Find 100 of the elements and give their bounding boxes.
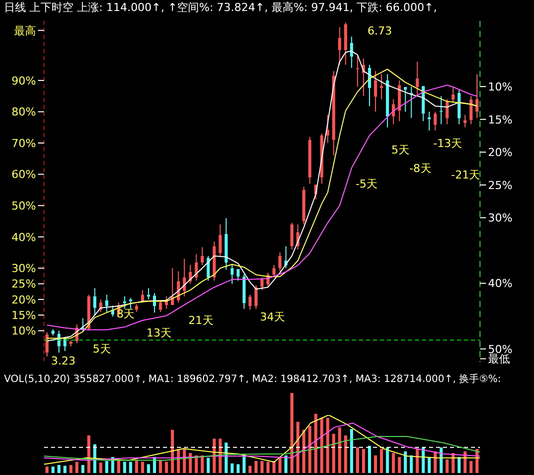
y-tick-label: 60% xyxy=(12,168,36,182)
bar xyxy=(164,462,168,473)
bar xyxy=(135,460,138,473)
candlestick xyxy=(434,111,437,131)
y-tick-label: 10% xyxy=(12,324,36,338)
y-tick-label: 20% xyxy=(12,293,36,306)
chart-title: 日线 上下时空 上涨: 114.000↑, ↑空间%: 73.824↑, 最高%: 97.941, 下跌: 66.000↑, xyxy=(3,0,438,15)
y2-tick-label: 20% xyxy=(488,146,512,160)
candlestick xyxy=(308,136,312,184)
bar xyxy=(147,464,150,473)
y2-tick-label: 15% xyxy=(488,113,512,126)
y-tick-label: 80% xyxy=(12,106,36,119)
candlestick xyxy=(350,36,354,68)
bar xyxy=(362,449,366,473)
candlestick xyxy=(380,74,383,100)
bar xyxy=(141,462,144,473)
candlestick xyxy=(398,80,401,122)
candlestick xyxy=(476,74,479,118)
candlestick xyxy=(230,264,234,284)
bar xyxy=(314,414,318,473)
candlestick xyxy=(356,54,360,88)
candlestick xyxy=(464,114,467,128)
bar xyxy=(296,422,300,473)
bar xyxy=(117,460,120,473)
bar xyxy=(338,427,342,473)
bar xyxy=(326,418,330,473)
y2-tick-label: 最低 xyxy=(488,352,510,366)
candlestick xyxy=(392,98,395,125)
candlestick xyxy=(458,89,461,125)
bar xyxy=(356,447,360,473)
y-tick-label: 50% xyxy=(12,199,36,212)
annotation: 8天 xyxy=(116,308,135,321)
candlestick xyxy=(147,288,150,300)
bar xyxy=(57,465,60,473)
y-tick-label: 40% xyxy=(12,230,36,244)
bar xyxy=(230,463,234,473)
bar xyxy=(350,429,354,473)
annotation: -21天 xyxy=(451,168,480,182)
annotation: -5天 xyxy=(356,178,378,191)
bar xyxy=(284,455,288,473)
bar xyxy=(290,393,294,473)
candlestick xyxy=(404,87,407,112)
bar xyxy=(392,453,395,473)
bar xyxy=(308,426,312,473)
bar xyxy=(123,462,126,473)
bar xyxy=(278,457,282,473)
candlestick xyxy=(69,340,72,347)
candlestick xyxy=(440,96,443,125)
annotation: 3.23 xyxy=(50,354,76,368)
bar xyxy=(374,455,377,473)
bar xyxy=(206,458,210,473)
bar xyxy=(452,453,455,473)
bar xyxy=(188,453,192,473)
bar xyxy=(458,457,461,473)
bar xyxy=(416,449,419,473)
bar xyxy=(380,449,383,473)
bar xyxy=(440,447,443,473)
annotation: 6.73 xyxy=(368,24,392,38)
bar xyxy=(254,461,258,473)
bar xyxy=(212,438,216,473)
bar xyxy=(428,457,431,473)
candlestick xyxy=(374,70,377,112)
candlestick xyxy=(278,252,282,272)
annotation: 5天 xyxy=(92,342,111,356)
bar xyxy=(194,455,198,473)
bar xyxy=(129,462,132,473)
bar xyxy=(272,461,276,473)
y-tick-label: 25% xyxy=(12,278,36,291)
candlestick xyxy=(332,70,336,156)
bar xyxy=(75,462,78,473)
candlestick xyxy=(302,186,306,225)
candlestick xyxy=(194,254,198,282)
bar xyxy=(266,462,270,473)
y2-tick-label: 40% xyxy=(488,277,512,290)
y2-tick-label: 25% xyxy=(488,178,512,192)
bar xyxy=(470,461,473,473)
bar xyxy=(398,457,401,473)
bar xyxy=(368,446,372,473)
candlestick xyxy=(290,222,294,250)
bar xyxy=(410,455,413,473)
bar xyxy=(87,435,90,473)
candlestick xyxy=(344,22,348,66)
bar xyxy=(81,465,84,473)
annotation: 21天 xyxy=(188,314,214,327)
bar xyxy=(260,461,264,473)
bar xyxy=(320,418,324,473)
bar xyxy=(200,455,204,473)
annotation: 5天 xyxy=(391,143,410,156)
y-tick-label: 最高 xyxy=(14,24,36,38)
bar xyxy=(69,465,72,473)
bar xyxy=(236,464,240,473)
y2-tick-label: 30% xyxy=(488,212,512,225)
y2-tick-label: 10% xyxy=(488,80,512,94)
candlestick xyxy=(218,224,222,256)
bar xyxy=(63,466,66,473)
annotation: 34天 xyxy=(260,310,286,324)
bar xyxy=(51,466,54,473)
candlestick xyxy=(338,26,342,66)
bar xyxy=(446,459,449,473)
bar xyxy=(344,435,348,473)
